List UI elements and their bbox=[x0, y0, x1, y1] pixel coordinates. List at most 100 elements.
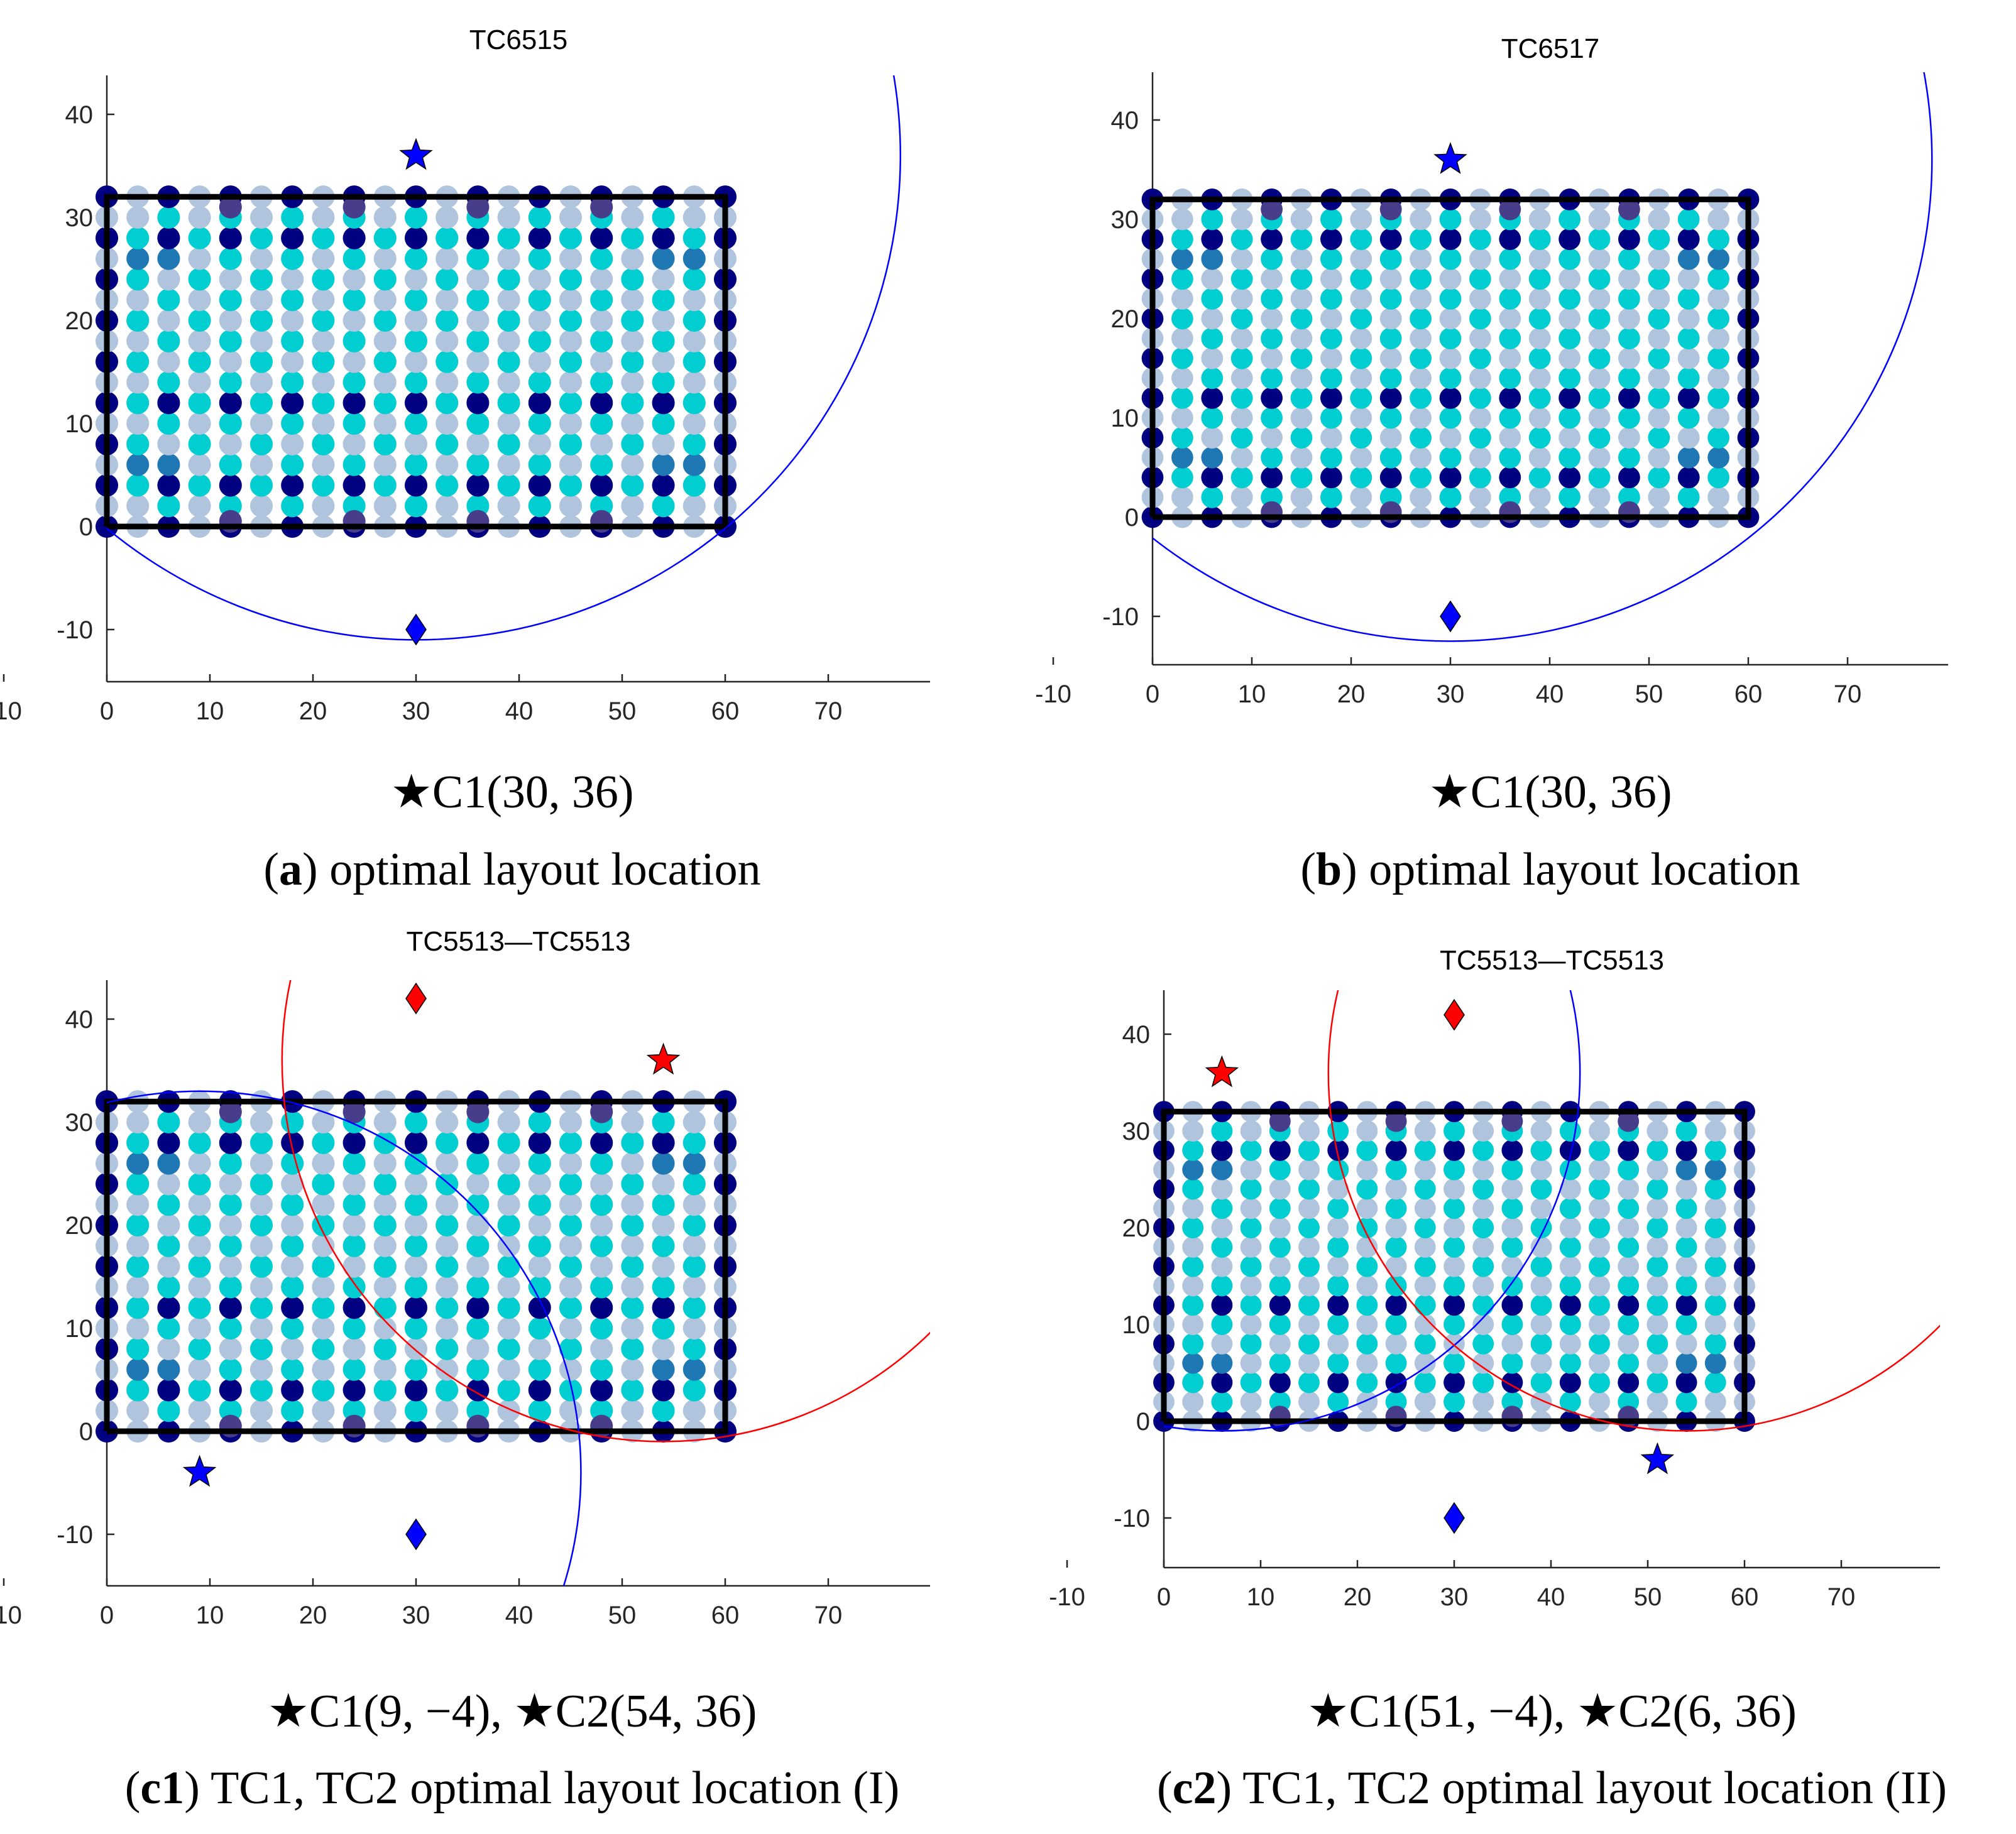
y-tick-label: 10 bbox=[65, 410, 94, 438]
layout-dot bbox=[1379, 248, 1402, 270]
layout-dot bbox=[497, 432, 520, 456]
layout-dot bbox=[1261, 288, 1283, 310]
layout-dot bbox=[1290, 208, 1313, 231]
layout-dot bbox=[188, 329, 211, 352]
layout-dot bbox=[466, 1337, 490, 1360]
layout-dot bbox=[1444, 1139, 1465, 1161]
layout-dot bbox=[1530, 1333, 1552, 1355]
layout-dot bbox=[466, 412, 490, 435]
layout-dot bbox=[1230, 288, 1253, 310]
layout-dot bbox=[404, 1316, 428, 1340]
x-tick-label: 30 bbox=[402, 697, 430, 725]
layout-dot bbox=[1675, 1217, 1697, 1238]
layout-dot bbox=[1269, 1275, 1291, 1297]
layout-dot bbox=[126, 1275, 150, 1299]
layout-dot bbox=[652, 1378, 675, 1402]
layout-dot bbox=[281, 1213, 304, 1237]
layout-dot bbox=[1290, 268, 1313, 290]
layout-dot bbox=[1707, 347, 1729, 369]
layout-dot bbox=[249, 412, 273, 435]
y-tick-label: -10 bbox=[57, 616, 93, 644]
layout-dot bbox=[1350, 466, 1372, 489]
layout-dot bbox=[1618, 1236, 1640, 1258]
layout-dot bbox=[1677, 347, 1700, 369]
layout-dot bbox=[1704, 1333, 1726, 1355]
layout-dot bbox=[1327, 1372, 1349, 1394]
layout-dot bbox=[559, 1358, 583, 1381]
layout-dot bbox=[312, 1172, 335, 1196]
layout-dot bbox=[1379, 347, 1402, 369]
layout-dot bbox=[1528, 466, 1551, 489]
layout-dot bbox=[281, 350, 304, 373]
layout-dot bbox=[1230, 208, 1253, 231]
x-tick-label: -10 bbox=[1049, 1583, 1085, 1611]
layout-dot bbox=[281, 412, 304, 435]
layout-dot bbox=[404, 288, 428, 312]
layout-dot bbox=[682, 1213, 706, 1237]
layout-dot bbox=[126, 205, 150, 229]
layout-dot bbox=[1469, 446, 1491, 469]
layout-dot bbox=[497, 1358, 520, 1381]
layout-dot bbox=[559, 1131, 583, 1154]
layout-dot bbox=[1646, 1333, 1668, 1355]
layout-dot bbox=[1410, 288, 1432, 310]
layout-dot bbox=[497, 1255, 520, 1278]
layout-dot bbox=[157, 1131, 180, 1154]
layout-dot-accent bbox=[1269, 1110, 1291, 1132]
layout-dot bbox=[1298, 1120, 1320, 1142]
layout-dot bbox=[126, 329, 150, 352]
layout-dot bbox=[1439, 268, 1462, 290]
layout-dot bbox=[1327, 1391, 1349, 1413]
layout-dot bbox=[466, 1358, 490, 1381]
layout-dot bbox=[1707, 307, 1729, 330]
layout-dot bbox=[1269, 1217, 1291, 1238]
layout-dot bbox=[1356, 1255, 1378, 1277]
layout-dot bbox=[497, 474, 520, 497]
layout-dot bbox=[1588, 228, 1611, 250]
layout-dot bbox=[497, 371, 520, 394]
arcs bbox=[1164, 990, 1940, 1432]
layout-dot bbox=[126, 1110, 150, 1134]
layout-dot bbox=[497, 1378, 520, 1402]
layout-dot bbox=[652, 226, 675, 249]
layout-dot bbox=[590, 1275, 613, 1299]
layout-dot bbox=[1444, 1275, 1465, 1297]
layout-dot bbox=[1559, 407, 1580, 429]
layout-dot bbox=[312, 226, 335, 249]
layout-dot bbox=[1211, 1294, 1233, 1316]
layout-dot bbox=[249, 1172, 273, 1196]
layout-dot bbox=[188, 1296, 211, 1319]
layout-dot bbox=[1618, 1178, 1640, 1200]
layout-dot bbox=[1385, 1198, 1407, 1220]
layout-dot bbox=[1439, 407, 1462, 429]
layout-dot bbox=[1269, 1159, 1291, 1181]
layout-dot bbox=[281, 329, 304, 352]
layout-dot bbox=[1269, 1255, 1291, 1277]
layout-dot bbox=[1704, 1372, 1726, 1394]
layout-dot bbox=[1230, 307, 1253, 330]
layout-dot bbox=[157, 432, 180, 456]
layout-dot bbox=[621, 1378, 644, 1402]
layout-dots bbox=[95, 1090, 737, 1443]
layout-dot bbox=[188, 1316, 211, 1340]
layout-dot bbox=[436, 391, 459, 415]
layout-dot bbox=[1320, 208, 1342, 231]
layout-dot bbox=[1472, 1372, 1494, 1394]
blue-diamond-marker bbox=[1444, 1502, 1465, 1534]
layout-dot bbox=[1261, 268, 1283, 290]
layout-dot bbox=[373, 1399, 397, 1422]
layout-dot bbox=[1230, 466, 1253, 489]
layout-dot bbox=[1201, 446, 1224, 469]
layout-dot bbox=[219, 226, 242, 249]
layout-dot bbox=[342, 226, 366, 249]
layout-dot bbox=[1240, 1217, 1262, 1238]
layout-dot bbox=[1320, 307, 1342, 330]
layout-dot bbox=[1290, 347, 1313, 369]
layout-dot bbox=[404, 205, 428, 229]
layout-dot bbox=[590, 247, 613, 270]
layout-dot bbox=[1269, 1372, 1291, 1394]
y-tick-label: 10 bbox=[1122, 1311, 1151, 1339]
x-tick-label: 40 bbox=[1537, 1583, 1565, 1611]
layout-dot bbox=[126, 350, 150, 373]
layout-dot bbox=[1528, 367, 1551, 390]
